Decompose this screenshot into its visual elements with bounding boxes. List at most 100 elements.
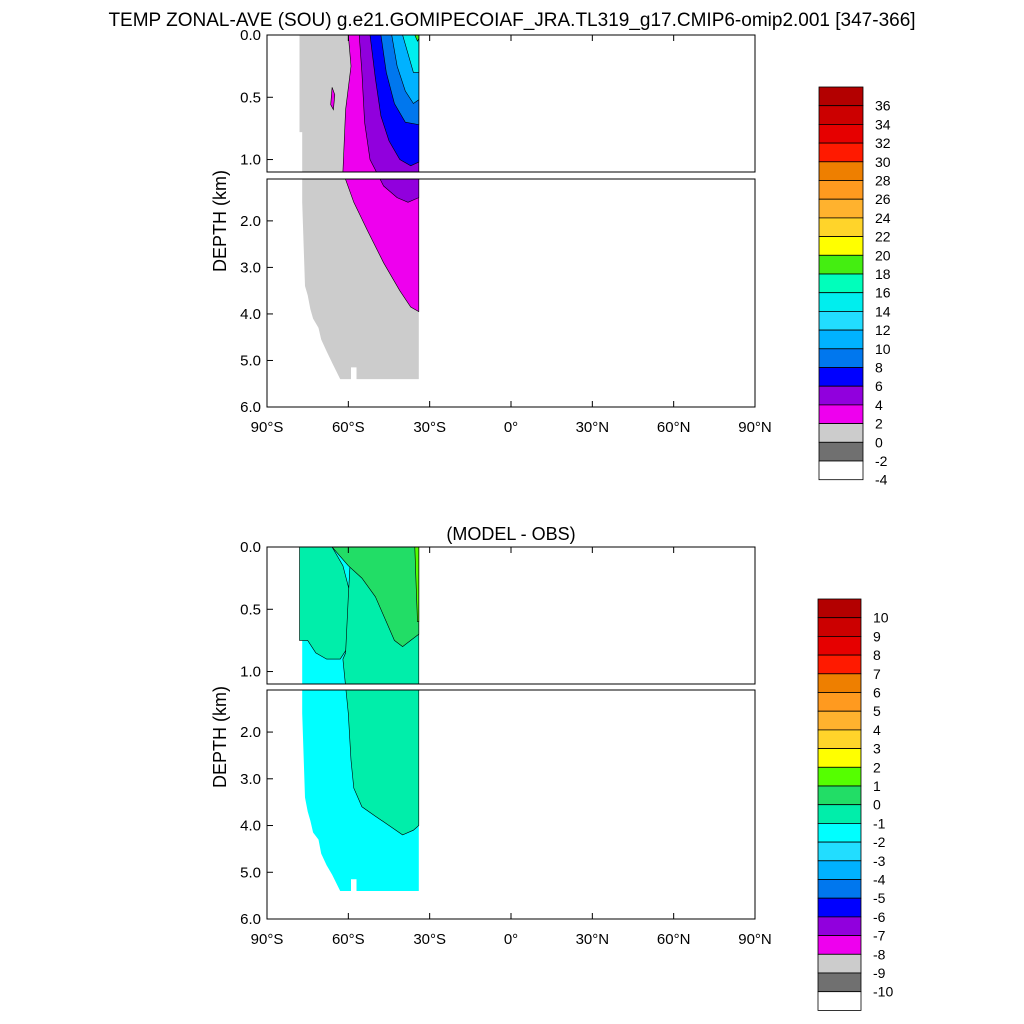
y-tick-label: 1.0 [240,152,261,169]
colorbar-label: -10 [873,984,893,1000]
data-field-upper [299,547,420,684]
colorbar-swatch [818,198,864,219]
colorbar-label: -8 [873,946,886,962]
x-tick-label: 0° [504,931,518,948]
colorbar-swatch [818,273,864,294]
colorbar-swatch [817,841,862,862]
contour-region--1-to-0 [299,547,352,660]
colorbar-label: 22 [875,229,891,245]
contour-region-16-to-18 [414,35,420,42]
colorbar-label: -3 [873,853,886,869]
colorbar-label: 30 [875,154,891,170]
colorbar-swatch [817,636,862,656]
colorbar-swatch [818,105,864,125]
colorbar-label: 5 [873,703,881,719]
x-tick-label: 90°S [251,419,284,436]
colorbar-label: 14 [875,303,891,319]
colorbar-label: 24 [875,210,891,226]
x-tick-label: 0° [504,419,518,436]
colorbar-label: 2 [873,759,881,775]
colorbar-swatch [817,673,862,693]
contour-region-2-to-4 [379,179,420,203]
colorbar-swatch [817,972,862,993]
colorbar-swatch [817,692,862,712]
colorbar-swatch [818,404,864,424]
colorbar-swatch [817,991,862,1011]
y-tick-label: 0.5 [240,89,261,106]
x-tick-label: 90°N [738,419,772,436]
colorbar-label: 12 [875,322,891,338]
x-tick-label: 30°S [413,419,446,436]
chart-panel-2: 90°S 60°S 30°S 0° 30°N 60°N 90°N 0.0 0.5 1.0 2.0 3.… [210,524,893,1011]
chart-panel-1: 90°S 60°S 30°S 0° 30°N 60°N 90°N 0.0 0.5 1.0 2.0 3.… [210,27,891,488]
colorbar-label: 6 [873,685,881,701]
y-tick-label: 5.0 [240,352,261,369]
colorbar-label: -5 [873,890,886,906]
colorbar-label: -2 [873,834,886,850]
colorbar-swatch [818,142,864,163]
colorbar-swatch [818,423,864,443]
colorbar-label: 26 [875,191,891,207]
colorbar-label: 0 [875,434,883,450]
colorbar-label: -1 [873,815,886,831]
y-tick-label: 3.0 [240,259,261,276]
y-tick-label: 1.0 [240,664,261,681]
y-tick-label: 2.0 [240,724,261,741]
data-field-lower [302,690,420,891]
colorbar-swatch [817,748,862,768]
colorbar-label: 10 [875,341,891,357]
colorbar-swatch [818,385,864,406]
colorbar-swatch [818,310,864,331]
colorbar-label: 4 [873,722,881,738]
y-tick-label: 2.0 [240,213,261,230]
data-field-upper [299,35,420,172]
colorbar-label: 9 [873,628,881,644]
colorbar-label: -4 [875,472,888,488]
colorbar-label: -4 [873,872,886,888]
colorbar-swatch [817,654,862,675]
contour-region-0-to-2 [345,179,420,313]
y-tick-label: 4.0 [240,306,261,323]
colorbar-swatch [818,236,864,256]
x-tick-label: 30°S [413,931,446,948]
colorbar-swatch [817,935,862,955]
panels: 90°S 60°S 30°S 0° 30°N 60°N 90°N 0.0 0.5 1.0 2.0 3.… [210,27,893,1011]
x-tick-label: 30°N [576,931,610,948]
colorbar-swatch [818,180,864,200]
colorbar-swatch [818,124,864,144]
colorbar-swatch [818,367,864,387]
colorbar-swatch [817,766,862,787]
colorbar-label: -9 [873,965,886,981]
colorbar-label: 16 [875,285,891,301]
colorbar-swatch [818,86,864,107]
contour-region-10-to-14 [402,35,420,73]
contour-region--1-to-0 [345,690,420,836]
x-tick-label: 60°N [657,419,691,436]
colorbar-label: 6 [875,378,883,394]
colorbar-label: 1 [873,778,881,794]
x-tick-label: 90°S [251,931,284,948]
colorbar-swatch [817,897,862,918]
colorbar-swatch [817,879,862,899]
colorbar-label: -7 [873,928,886,944]
colorbar-swatch [817,860,862,880]
colorbar-label: 32 [875,135,891,151]
y-axis-label: DEPTH (km) [210,170,230,272]
colorbar-label: 2 [875,416,883,432]
colorbar-swatch [817,729,862,750]
colorbar-swatch [818,254,864,275]
colorbar-swatch [818,217,864,237]
colorbar-label: 10 [873,610,889,626]
colorbar-swatch [817,598,862,619]
colorbar-swatch [818,348,864,368]
colorbar-label: 8 [875,360,883,376]
colorbar-label: 18 [875,266,891,282]
figure-title: TEMP ZONAL-AVE (SOU) g.e21.GOMIPECOIAF_J… [108,10,915,31]
colorbar-swatch [817,953,862,974]
y-tick-label: 4.0 [240,818,261,835]
y-tick-label: 0.0 [240,539,261,556]
y-tick-label: 6.0 [240,911,261,928]
x-tick-label: 90°N [738,931,772,948]
